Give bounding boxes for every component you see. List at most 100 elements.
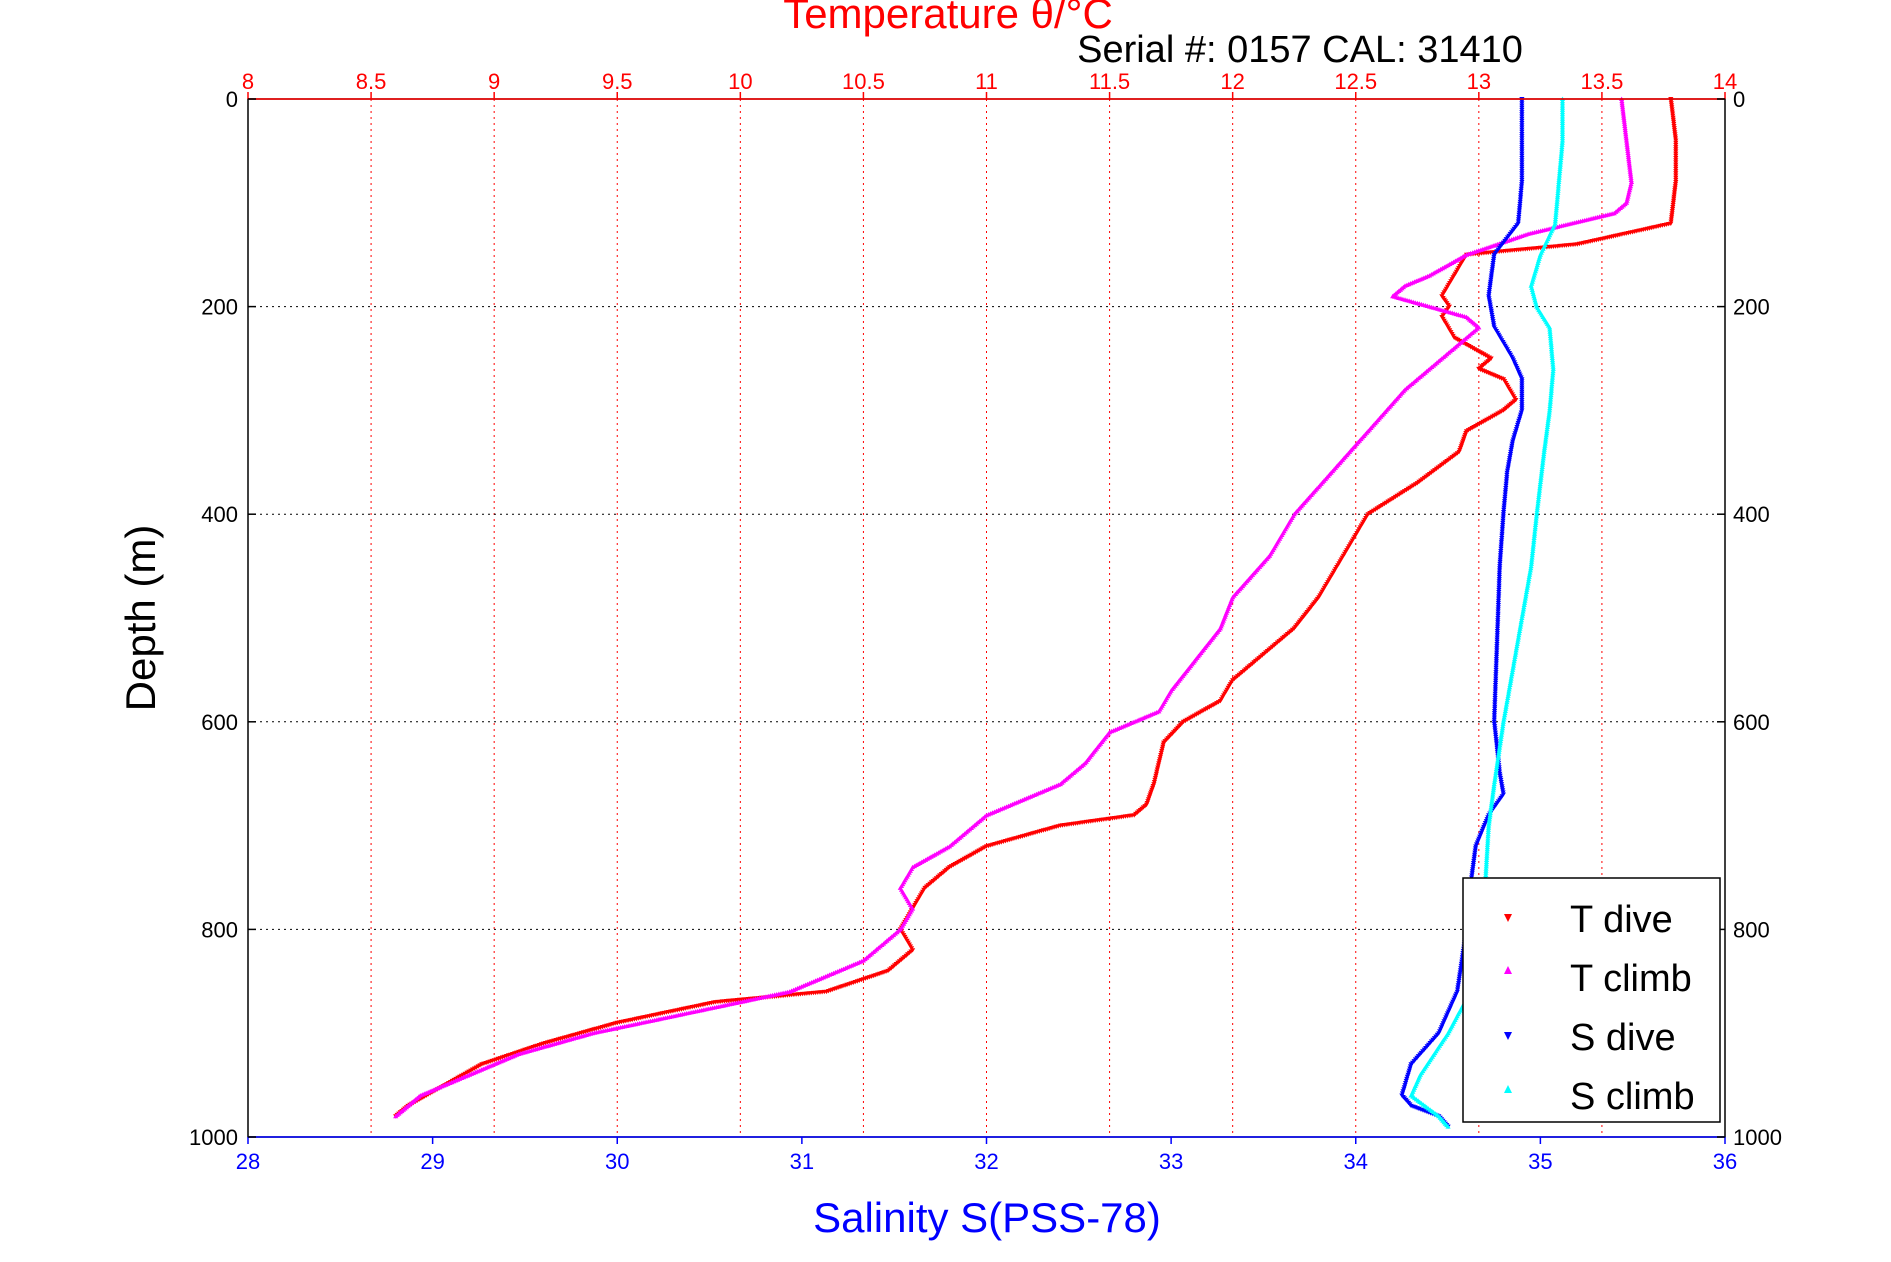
data-point [924, 865, 953, 889]
legend-marker-s-climb [1504, 1085, 1512, 1093]
tick-label-left: 400 [201, 502, 238, 527]
data-point [1547, 366, 1556, 411]
data-point [1342, 512, 1371, 557]
legend-label-t-climb: T climb [1570, 958, 1692, 1000]
chart-title: Temperature θ/°C [783, 0, 1113, 37]
data-point [1457, 429, 1470, 453]
data-point [898, 864, 916, 888]
tick-label-bottom: 30 [605, 1149, 629, 1174]
data-point [1409, 1072, 1423, 1096]
tick-label-top: 13.5 [1581, 69, 1624, 94]
data-point [1231, 553, 1273, 598]
data-point [1527, 210, 1617, 236]
data-point [1528, 283, 1539, 307]
data-point [1482, 823, 1492, 888]
tick-label-bottom: 29 [420, 1149, 444, 1174]
data-point [986, 823, 1063, 849]
tick-label-right: 0 [1733, 87, 1745, 112]
tick-label-bottom: 35 [1528, 1149, 1552, 1174]
data-point [1534, 304, 1552, 328]
data-point [1519, 377, 1525, 411]
tick-label-bottom: 33 [1159, 1149, 1183, 1174]
data-point [1493, 221, 1521, 256]
legend-marker-s-dive [1504, 1032, 1512, 1040]
tick-label-left: 600 [201, 710, 238, 735]
data-point [1623, 138, 1634, 182]
series-s-climb [1408, 96, 1566, 1129]
data-point [468, 1051, 522, 1076]
data-point [393, 1113, 399, 1119]
data-point [1436, 1113, 1450, 1128]
data-point [1491, 719, 1503, 774]
data-point [1059, 760, 1088, 785]
data-point [1519, 138, 1525, 183]
data-point [1292, 595, 1322, 630]
tick-label-top: 8 [242, 69, 254, 94]
data-point [1162, 719, 1186, 744]
data-point [1491, 719, 1506, 784]
data-point [1556, 138, 1566, 182]
data-point [1439, 315, 1456, 339]
data-point [1528, 511, 1540, 566]
tick-label-top: 12.5 [1334, 69, 1377, 94]
data-point [1500, 377, 1518, 401]
data-point [1515, 180, 1525, 224]
data-point [1390, 293, 1431, 308]
tick-label-left: 200 [201, 295, 238, 320]
tick-label-top: 13 [1467, 69, 1491, 94]
data-point [1194, 626, 1223, 660]
data-point [1624, 179, 1635, 203]
data-point [1133, 802, 1150, 817]
tick-label-top: 9.5 [602, 69, 633, 94]
legend-item-s-climb: S climb [1504, 1076, 1695, 1118]
data-point [1144, 782, 1157, 806]
data-point [1576, 221, 1674, 247]
data-point [1486, 252, 1497, 297]
data-point [1268, 511, 1297, 556]
legend-label-t-dive: T dive [1570, 899, 1673, 941]
data-point [1497, 512, 1506, 567]
data-point [1497, 771, 1506, 795]
tick-label-right: 1000 [1733, 1125, 1782, 1150]
data-point [1466, 231, 1531, 256]
tick-label-bottom: 28 [236, 1149, 260, 1174]
tick-label-left: 800 [201, 917, 238, 942]
tick-label-top: 11.5 [1089, 69, 1130, 94]
data-point [1465, 408, 1507, 433]
data-point [911, 844, 953, 869]
data-point [897, 927, 915, 951]
tick-label-top: 14 [1713, 69, 1737, 94]
tick-label-left: 0 [226, 87, 238, 112]
data-point [1476, 366, 1505, 381]
tick-label-right: 600 [1733, 710, 1770, 735]
data-point [1169, 657, 1199, 691]
data-point [911, 885, 928, 910]
data-point [1399, 1093, 1413, 1107]
data-point [1534, 449, 1547, 515]
data-point [1510, 615, 1525, 670]
tick-label-top: 10.5 [842, 69, 885, 94]
data-point [616, 1000, 719, 1025]
data-point [1474, 813, 1492, 847]
data-point [1439, 294, 1451, 308]
data-point [1083, 729, 1113, 764]
data-point [1367, 481, 1420, 516]
data-point [1671, 180, 1679, 204]
legend-item-t-climb: T climb [1504, 958, 1692, 1000]
data-point [1256, 626, 1297, 661]
data-point [1317, 553, 1346, 598]
data-point [948, 812, 990, 847]
data-point [789, 958, 866, 993]
data-point [1673, 138, 1679, 183]
data-point [690, 989, 793, 1014]
data-point [1541, 408, 1553, 452]
legend: T dive T climb S dive S climb [1462, 877, 1721, 1123]
data-point [1502, 398, 1519, 412]
data-point [1552, 179, 1562, 224]
legend-box [1462, 877, 1721, 1123]
tick-label-top: 8.5 [356, 69, 387, 94]
data-point [1501, 667, 1516, 722]
tick-label-top: 9 [488, 69, 500, 94]
data-point [825, 968, 891, 994]
data-point [1529, 252, 1543, 286]
